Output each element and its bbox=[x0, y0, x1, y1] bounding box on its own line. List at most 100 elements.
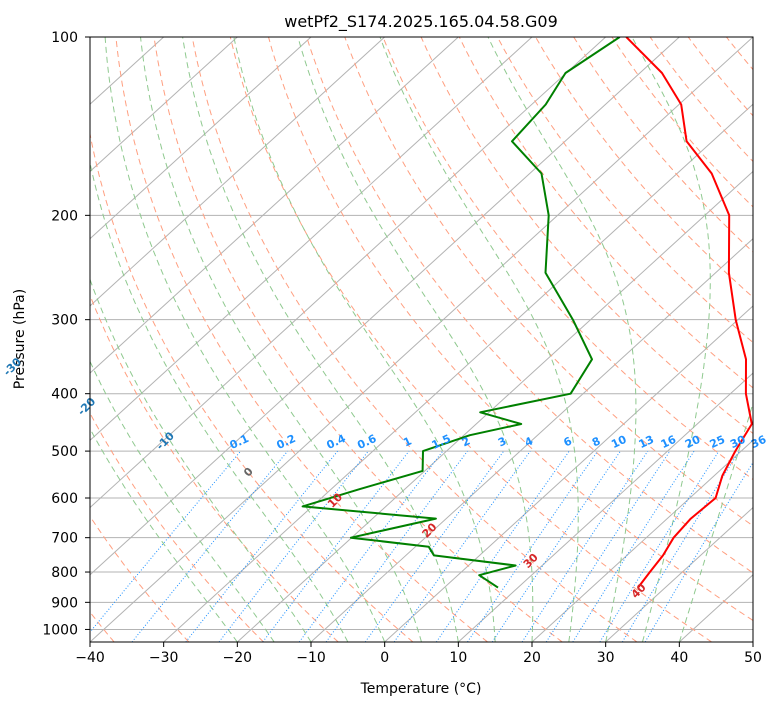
dry-adiabat-line bbox=[687, 37, 753, 117]
mixing-ratio-label: 30 bbox=[728, 433, 748, 451]
dry-adiabat-line bbox=[496, 37, 753, 344]
isotherm-line bbox=[752, 641, 753, 642]
y-tick-label: 800 bbox=[51, 565, 78, 581]
dry-adiabat-line bbox=[573, 37, 753, 253]
mixing-ratio-label: 36 bbox=[749, 433, 769, 451]
plot-area bbox=[90, 24, 775, 642]
y-tick-label: 500 bbox=[51, 444, 78, 460]
moist-adiabat-line bbox=[182, 37, 459, 642]
mixing-ratio-line bbox=[467, 450, 599, 642]
mixing-ratio-label: 0.1 bbox=[228, 432, 251, 452]
dry-adiabat-line bbox=[306, 37, 753, 574]
mixing-ratio-line bbox=[621, 450, 740, 642]
isotherm-line bbox=[90, 37, 680, 576]
y-tick-label: 600 bbox=[51, 491, 78, 507]
mixing-ratio-line bbox=[131, 450, 288, 642]
x-tick-label: 10 bbox=[449, 650, 467, 666]
axis-ticks: −40 −30 −20 −10 0 10 20 30 40 5010020030040050060… bbox=[42, 30, 762, 666]
mixing-ratio-label: 0.4 bbox=[325, 432, 348, 452]
x-tick-label: −30 bbox=[149, 650, 179, 666]
mixing-ratio-line bbox=[572, 450, 695, 642]
isotherm-line bbox=[605, 506, 753, 642]
dry-adiabat-line bbox=[344, 37, 753, 527]
dry-adiabat-label: -20 bbox=[75, 395, 98, 418]
isotherm-line bbox=[90, 37, 533, 442]
dry-adiabat-label: 10 bbox=[325, 490, 345, 510]
isotherm-line bbox=[236, 170, 753, 642]
moist-adiabat-line bbox=[90, 160, 349, 642]
x-tick-label: −40 bbox=[75, 650, 105, 666]
x-tick-label: 30 bbox=[597, 650, 615, 666]
mixing-ratio-line bbox=[521, 450, 649, 642]
y-tick-label: 300 bbox=[51, 313, 78, 329]
moist-adiabat-line bbox=[379, 37, 579, 642]
x-tick-label: 40 bbox=[670, 650, 688, 666]
mixing-ratio-line bbox=[218, 450, 369, 642]
moist-adiabat-line bbox=[631, 37, 711, 642]
x-tick-label: 0 bbox=[380, 650, 389, 666]
x-tick-label: 20 bbox=[523, 650, 541, 666]
moist-adiabat-line bbox=[297, 37, 534, 642]
mixing-ratio-label: 25 bbox=[708, 433, 727, 451]
moist-adiabat-line bbox=[90, 278, 312, 642]
y-tick-label: 1000 bbox=[42, 622, 78, 638]
isotherm-line bbox=[90, 37, 753, 642]
mixing-ratio-label: 13 bbox=[637, 433, 656, 451]
moist-adiabat-line bbox=[140, 37, 422, 642]
mixing-ratio-line bbox=[435, 450, 570, 642]
dry-adiabat-line bbox=[90, 131, 414, 642]
moist-adiabat-line bbox=[90, 427, 238, 642]
dry-adiabat-label: 30 bbox=[521, 551, 541, 571]
mixing-ratio-line bbox=[262, 450, 410, 642]
mixing-ratio-line bbox=[545, 450, 671, 642]
dry-adiabat-line bbox=[90, 412, 264, 642]
y-tick-label: 700 bbox=[51, 531, 78, 547]
mixing-ratio-line bbox=[599, 450, 720, 642]
moist-adiabat-line bbox=[104, 37, 386, 642]
mixing-ratio-label: 20 bbox=[683, 433, 703, 451]
mixing-ratio-line bbox=[90, 450, 242, 633]
moist-adiabat-line bbox=[487, 37, 637, 642]
moist-adiabat-line bbox=[90, 360, 275, 642]
dry-adiabat-line bbox=[229, 37, 712, 642]
isotherm-line bbox=[531, 439, 753, 642]
mixing-ratio-label: 1 bbox=[401, 434, 413, 449]
dry-adiabat-label: 0 bbox=[241, 465, 256, 480]
moist-adiabat-line bbox=[678, 401, 753, 642]
x-axis-label: Temperature (°C) bbox=[360, 681, 482, 697]
isotherm-line bbox=[457, 372, 753, 642]
dewpoint-profile bbox=[301, 37, 621, 589]
profile-lines bbox=[301, 37, 753, 589]
y-tick-label: 200 bbox=[51, 208, 78, 224]
isotherm-line bbox=[90, 37, 238, 173]
isotherm-line bbox=[163, 103, 753, 642]
dry-adiabat-label: -10 bbox=[154, 429, 177, 452]
x-tick-label: 50 bbox=[744, 650, 762, 666]
y-tick-label: 900 bbox=[51, 595, 78, 611]
dry-adiabat-line bbox=[725, 37, 753, 71]
mixing-ratio-line bbox=[491, 450, 621, 642]
dry-adiabat-line bbox=[267, 37, 753, 622]
mixing-ratio-label: 6 bbox=[561, 434, 574, 449]
isotherm-line bbox=[384, 305, 753, 642]
dry-adiabat-line bbox=[754, 24, 775, 642]
dry-adiabat-line bbox=[420, 37, 753, 435]
x-tick-label: −20 bbox=[223, 650, 253, 666]
isotherm-line bbox=[90, 37, 386, 307]
moist-adiabat-line bbox=[233, 37, 496, 642]
dry-adiabat-label: 40 bbox=[629, 581, 649, 601]
mixing-ratio-line bbox=[644, 461, 753, 642]
dry-adiabat-line bbox=[191, 37, 638, 642]
dry-adiabat-line bbox=[382, 37, 753, 481]
y-axis-label: Pressure (hPa) bbox=[12, 289, 28, 389]
dry-adiabat-line bbox=[90, 293, 339, 642]
y-tick-label: 100 bbox=[51, 30, 78, 46]
mixing-ratio-label: 10 bbox=[609, 433, 629, 451]
mixing-ratio-label: 16 bbox=[659, 433, 679, 451]
mixing-ratio-line bbox=[364, 450, 505, 642]
mixing-ratio-label: 0.2 bbox=[275, 432, 298, 452]
dry-adiabat-line bbox=[153, 37, 563, 642]
dry-adiabat-line bbox=[458, 37, 753, 389]
chart-title: wetPf2_S174.2025.165.04.58.G09 bbox=[284, 12, 558, 32]
